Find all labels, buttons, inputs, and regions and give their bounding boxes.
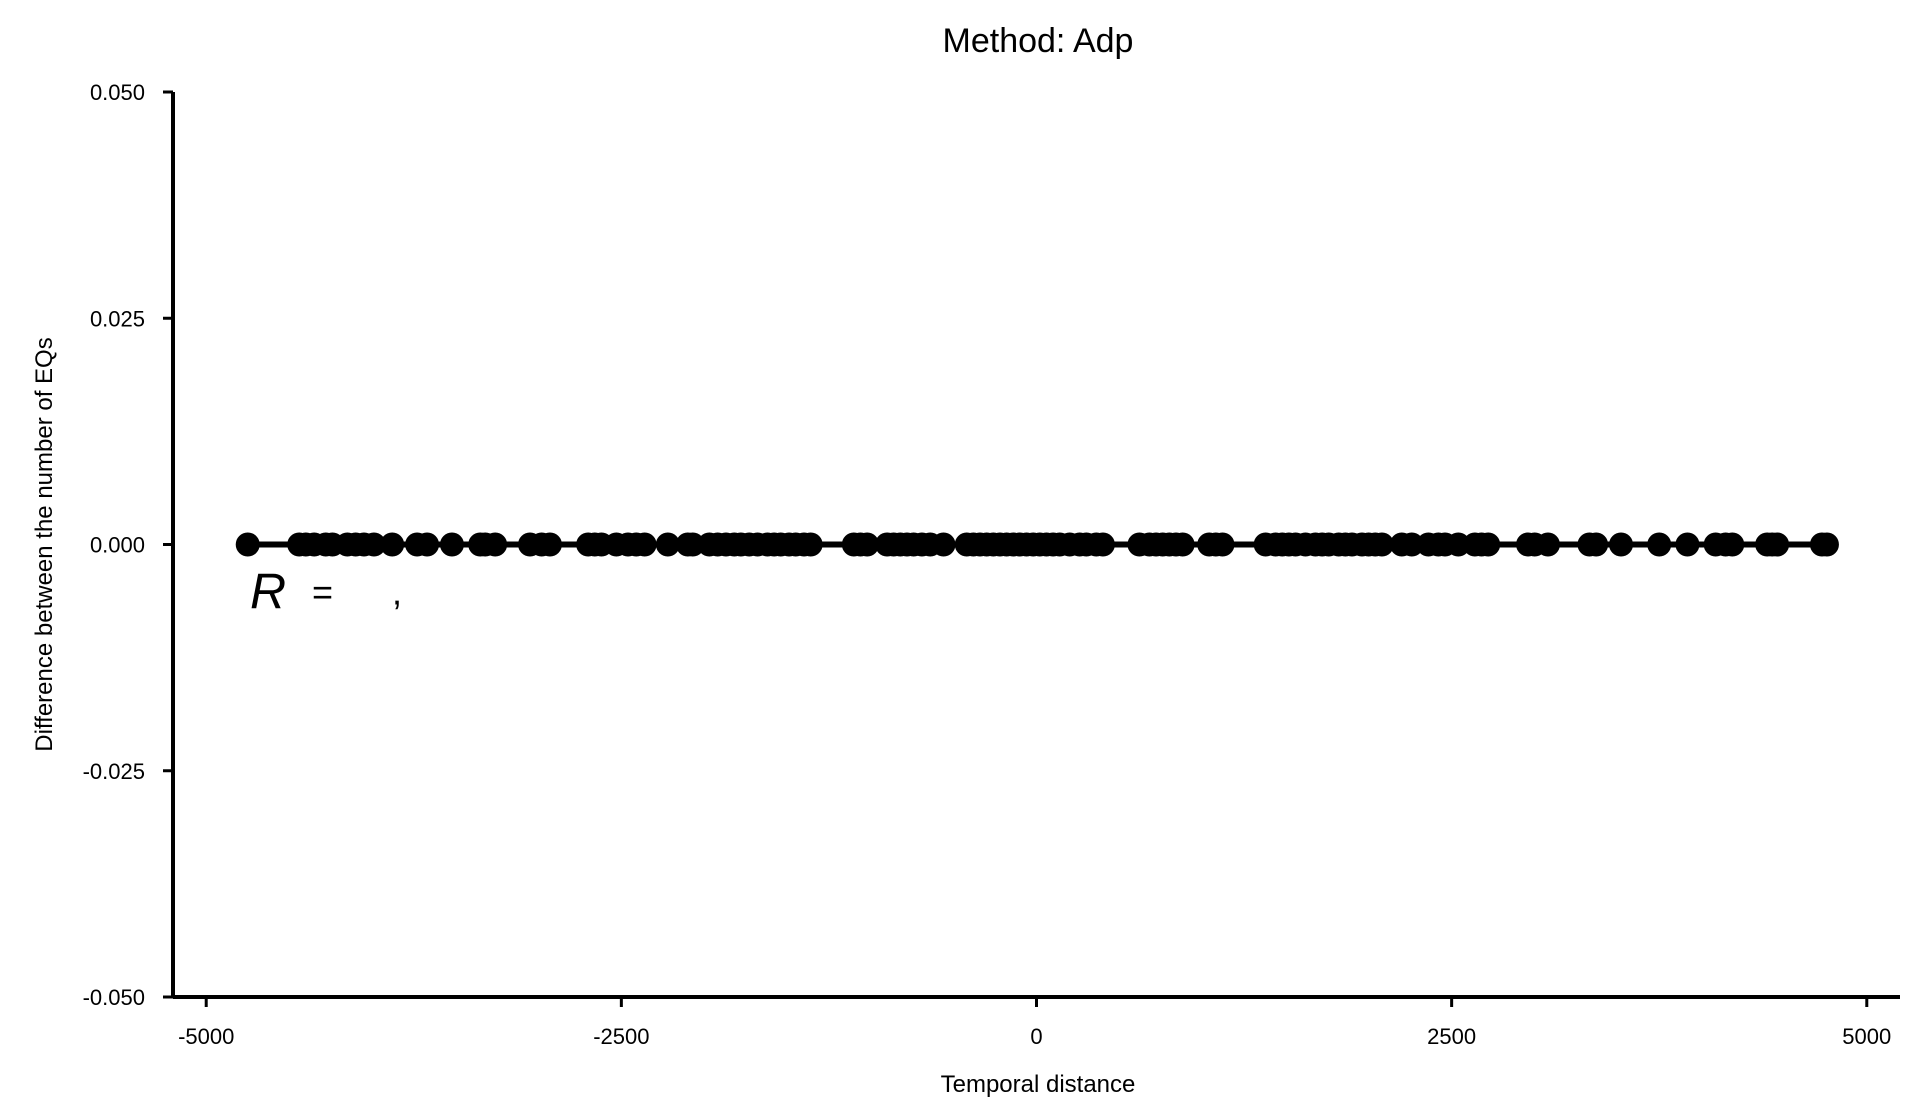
data-point <box>1535 532 1560 557</box>
data-point <box>235 532 260 557</box>
data-point <box>632 532 657 557</box>
correlation-annotation: R = , <box>250 564 402 620</box>
data-point <box>680 532 705 557</box>
annotation-equals: = <box>312 572 333 613</box>
data-point <box>415 532 440 557</box>
data-point <box>1765 532 1790 557</box>
data-point <box>537 532 562 557</box>
y-tick-label: 0.050 <box>90 80 145 105</box>
x-axis: -5000 -2500 0 2500 5000 <box>173 995 1900 1049</box>
y-axis: -0.050 -0.025 0.000 0.025 0.050 <box>83 80 175 1010</box>
y-tick-label: -0.050 <box>83 985 145 1010</box>
annotation-r-symbol: R <box>250 564 286 620</box>
x-axis-label: Temporal distance <box>941 1071 1136 1098</box>
y-axis-label: Difference between the number of EQs <box>31 337 58 751</box>
series-layer <box>235 532 1839 557</box>
y-tick-label: -0.025 <box>83 759 145 784</box>
chart-title: Method: Adp <box>943 22 1134 60</box>
data-point <box>931 532 956 557</box>
data-point <box>1170 532 1195 557</box>
data-point <box>1720 532 1745 557</box>
data-point <box>1399 532 1424 557</box>
data-point <box>483 532 508 557</box>
data-point <box>798 532 823 557</box>
x-tick-label: -2500 <box>593 1024 649 1049</box>
data-point <box>1647 532 1672 557</box>
x-tick-label: 0 <box>1030 1024 1042 1049</box>
annotation-comma: , <box>392 572 402 613</box>
data-point <box>1369 532 1394 557</box>
data-point <box>1446 532 1471 557</box>
data-point <box>1476 532 1501 557</box>
data-point <box>1584 532 1609 557</box>
data-point <box>1090 532 1115 557</box>
data-point <box>1675 532 1700 557</box>
y-tick-label: 0.025 <box>90 306 145 331</box>
data-point <box>1814 532 1839 557</box>
data-point <box>855 532 880 557</box>
data-point <box>1609 532 1634 557</box>
x-tick-label: 2500 <box>1427 1024 1476 1049</box>
y-tick-label: 0.000 <box>90 533 145 558</box>
data-point <box>380 532 405 557</box>
x-tick-label: 5000 <box>1842 1024 1891 1049</box>
data-point <box>655 532 680 557</box>
data-point <box>439 532 464 557</box>
data-point <box>361 532 386 557</box>
data-point <box>1210 532 1235 557</box>
x-tick-label: -5000 <box>178 1024 234 1049</box>
